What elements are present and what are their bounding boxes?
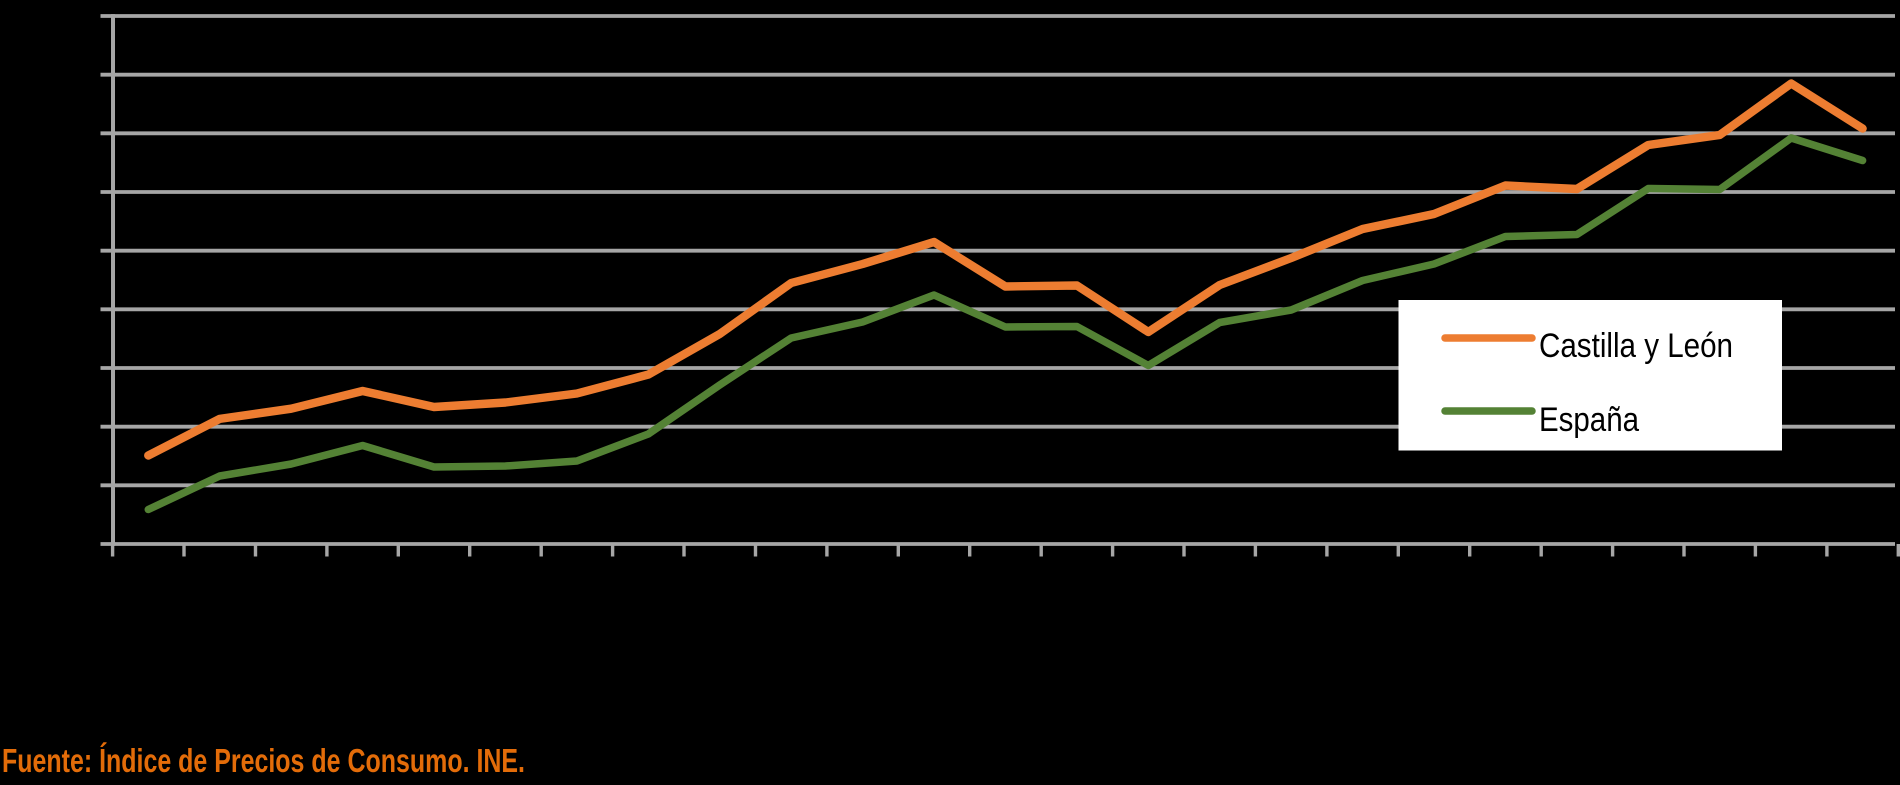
svg-text:Castilla y León: Castilla y León bbox=[1539, 327, 1733, 365]
svg-text:Fuente: Índice de Precios de C: Fuente: Índice de Precios de Consumo. IN… bbox=[2, 742, 525, 779]
svg-text:España: España bbox=[1539, 401, 1639, 439]
